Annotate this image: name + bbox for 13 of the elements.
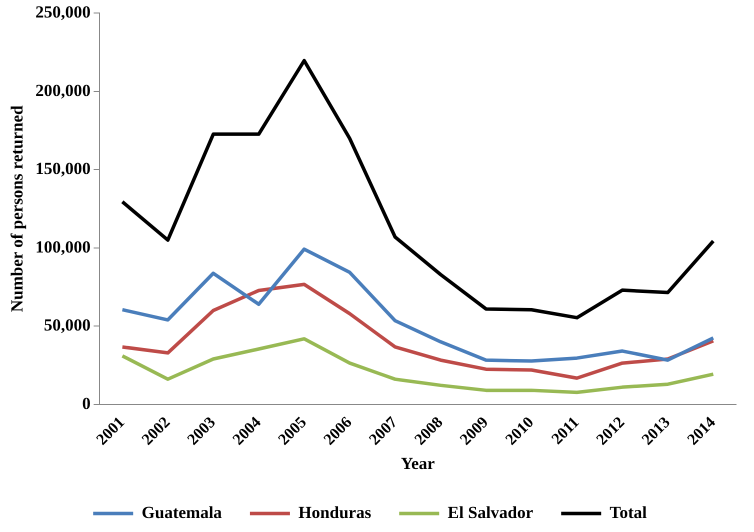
y-tick-label: 0 (82, 394, 91, 413)
y-tick-label: 50,000 (44, 316, 91, 335)
x-axis-title: Year (400, 454, 436, 474)
legend-label: Honduras (298, 502, 372, 522)
x-tick-label: 2011 (548, 414, 583, 448)
y-tick-label: 200,000 (35, 80, 91, 100)
y-axis-title: Number of persons returned (8, 104, 27, 312)
legend-label: El Salvador (448, 502, 534, 522)
y-tick-label: 250,000 (35, 2, 91, 22)
y-tick-label: 150,000 (35, 159, 91, 178)
y-tick-label: 100,000 (35, 237, 91, 256)
legend-label: Guatemala (142, 502, 222, 522)
legend-label: Total (610, 502, 648, 522)
